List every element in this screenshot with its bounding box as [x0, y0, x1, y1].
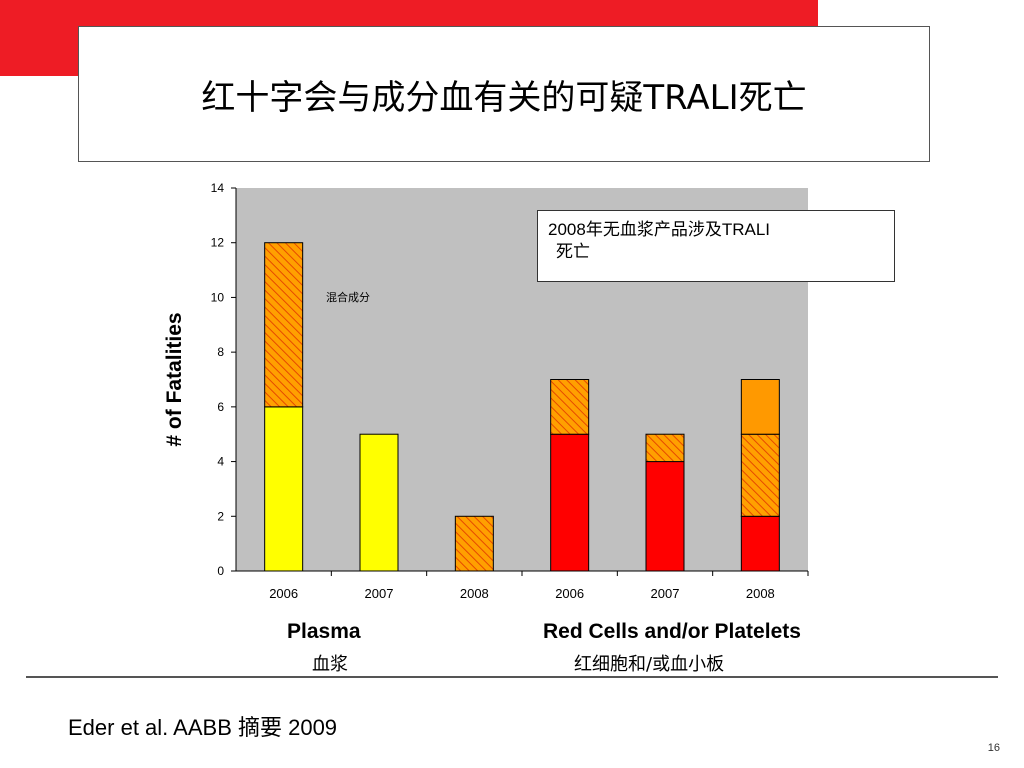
bar-1-segment-0	[359, 433, 399, 572]
y-tick-label: 12	[211, 236, 225, 250]
y-tick-label: 14	[211, 181, 225, 195]
divider-line	[26, 676, 998, 678]
x-tick-label-5: 2008	[746, 586, 775, 601]
x-tick-label-0: 2006	[269, 586, 298, 601]
bar-4-segment-0	[645, 461, 685, 572]
y-tick-label: 8	[217, 345, 224, 359]
annotation-line-2: 死亡	[556, 242, 590, 261]
header-red-accent	[0, 26, 78, 76]
bar-5-segment-1	[740, 433, 780, 517]
header-red-band	[0, 0, 818, 26]
source-citation: Eder et al. AABB 摘要 2009	[68, 715, 338, 740]
annotation-line-1: 2008年无血浆产品涉及TRALI	[548, 220, 770, 239]
slide-title: 红十字会与成分血有关的可疑TRALI死亡	[201, 77, 807, 118]
x-tick-label-4: 2007	[651, 586, 680, 601]
bar-3-segment-0	[550, 433, 590, 572]
y-tick-label: 0	[217, 564, 224, 578]
y-tick-label: 4	[217, 455, 224, 469]
group-label-red-cells: Red Cells and/or Platelets	[543, 620, 801, 643]
bar-2-segment-0	[454, 515, 494, 572]
bar-5-segment-2	[740, 379, 780, 435]
bar-3-segment-1	[550, 379, 590, 435]
bar-5-segment-0	[740, 515, 780, 572]
x-tick-label-3: 2006	[555, 586, 584, 601]
y-tick-label: 10	[211, 290, 225, 304]
group-sub-plasma: 血浆	[312, 654, 348, 675]
y-tick-label: 6	[217, 400, 224, 414]
group-label-plasma: Plasma	[287, 620, 361, 643]
bar-4-segment-1	[645, 433, 685, 463]
y-axis-title: # of Fatalities	[163, 312, 186, 446]
x-tick-label-2: 2008	[460, 586, 489, 601]
x-tick-label-1: 2007	[365, 586, 394, 601]
annotation-box: 2008年无血浆产品涉及TRALI 死亡	[537, 210, 895, 282]
bar-0-segment-1	[264, 242, 304, 408]
slide-title-box: 红十字会与成分血有关的可疑TRALI死亡	[78, 26, 930, 162]
bar-0-segment-0	[264, 406, 304, 572]
mixed-component-note: 混合成分	[326, 291, 370, 304]
y-tick-label: 2	[217, 509, 224, 523]
page-number: 16	[987, 742, 1000, 754]
group-sub-red-cells: 红细胞和/或血小板	[574, 654, 725, 675]
